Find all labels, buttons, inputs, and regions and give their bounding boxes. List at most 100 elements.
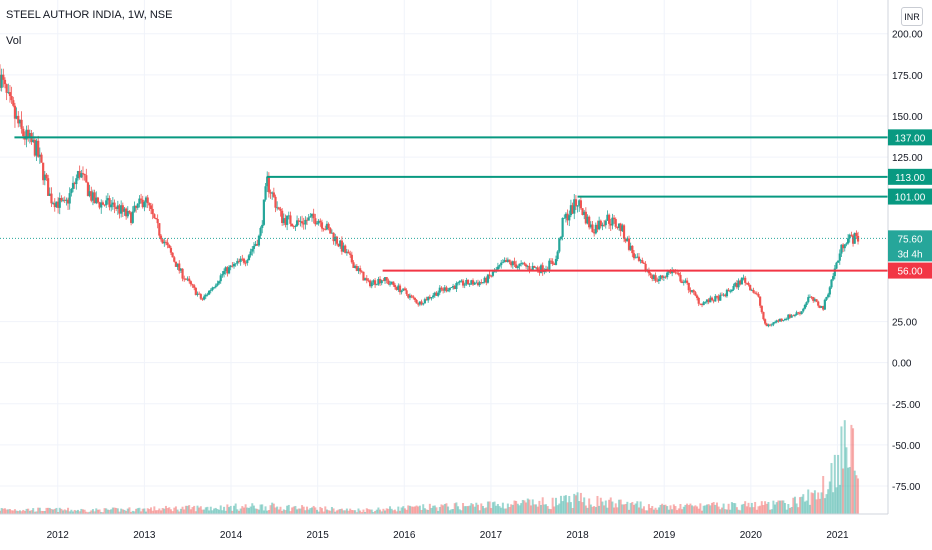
volume-bar [347, 510, 350, 514]
volume-bar [815, 499, 818, 514]
candle-body [715, 296, 719, 297]
candle-body [679, 274, 682, 282]
volume-bar [73, 509, 76, 514]
candle-body [362, 271, 365, 281]
volume-bar [536, 506, 539, 514]
volume-bar [624, 503, 627, 514]
volume-bar [754, 501, 757, 514]
volume-bar [594, 507, 597, 514]
currency-button[interactable]: INR [901, 7, 923, 26]
volume-bar [770, 509, 773, 514]
candle-body [778, 318, 782, 322]
candle-body [548, 260, 551, 270]
volume-bar [264, 506, 267, 514]
volume-bar [301, 505, 304, 514]
candle-body [788, 314, 792, 318]
candle-body [222, 271, 226, 275]
volume-bar [649, 508, 652, 514]
candle-body [641, 260, 644, 264]
candle-body [825, 296, 828, 300]
candle-body [143, 201, 146, 208]
volume-bar [501, 502, 504, 514]
candle-body [274, 196, 277, 208]
volume-bar [224, 510, 227, 514]
volume-bar [357, 508, 360, 514]
candle-body [579, 200, 582, 209]
candle-body [392, 281, 395, 286]
volume-bar [229, 505, 232, 514]
volume-bar [169, 509, 172, 514]
symbol-title[interactable]: STEEL AUTHOR INDIA, 1W, NSE [6, 9, 173, 21]
volume-bar [720, 507, 723, 514]
level-tag-137.00 [888, 129, 932, 146]
horizontal-levels[interactable] [0, 136, 888, 272]
volume-bar [194, 511, 197, 514]
volume-bar [314, 507, 317, 514]
candle-body [267, 176, 270, 193]
candle-body [812, 297, 815, 301]
volume-bar [62, 510, 65, 514]
candle-body [569, 205, 573, 216]
volume-bar [495, 505, 498, 514]
candle-body [196, 293, 199, 295]
volume-bar [704, 505, 707, 514]
volume-bar [53, 508, 56, 514]
candle-body [120, 205, 123, 214]
candle-body [503, 260, 506, 263]
volume-bar [661, 503, 664, 514]
volume-bar [719, 509, 722, 514]
candle-body [216, 283, 219, 286]
volume-bar [583, 497, 586, 514]
volume-bar [714, 504, 717, 514]
candle-body [284, 218, 287, 225]
candle-body [254, 243, 257, 246]
candle-body [312, 213, 315, 219]
candle-body [768, 324, 772, 326]
candle-body [576, 205, 579, 207]
candle-body [231, 265, 234, 267]
volume-bar [717, 506, 720, 514]
volume-bar [457, 506, 460, 514]
volume-bar [609, 497, 612, 514]
candle-body [498, 265, 501, 267]
volume-bar [63, 509, 66, 514]
volume-bar [596, 495, 599, 514]
candle-body [612, 217, 616, 220]
volume-bar [47, 507, 50, 514]
candle-body [329, 228, 332, 234]
volume-bar [621, 504, 624, 514]
candle-body [463, 284, 466, 286]
candle-body [578, 200, 581, 206]
volume-bar [528, 499, 531, 514]
candle-body [76, 171, 80, 179]
time-tick-label: 2016 [393, 530, 416, 541]
candle-body [835, 262, 838, 269]
candle-body [717, 296, 720, 301]
volume-bar [365, 508, 368, 514]
candle-body [687, 282, 690, 291]
candle-body [45, 174, 48, 179]
volume-bar [362, 509, 365, 514]
volume-bar [375, 509, 378, 514]
candle-body [261, 224, 264, 228]
candle-body [757, 294, 760, 297]
volume-bar [193, 505, 196, 514]
time-tick-label: 2017 [480, 530, 503, 541]
volume-bar [632, 504, 635, 514]
volume-bar [843, 420, 846, 514]
volume-bar [472, 504, 475, 514]
candle-body [40, 154, 43, 163]
volume-bar [453, 503, 456, 514]
candle-body [413, 297, 417, 300]
volume-bar [422, 504, 425, 514]
candle-body [690, 290, 694, 292]
candle-body [513, 261, 516, 265]
volume-bar [153, 506, 156, 514]
candle-body [322, 228, 325, 230]
volume-bar [697, 508, 700, 514]
volume-legend[interactable]: Vol [6, 35, 22, 47]
volume-bar [618, 499, 621, 514]
candle-body [616, 226, 619, 229]
volume-bar [395, 511, 398, 514]
